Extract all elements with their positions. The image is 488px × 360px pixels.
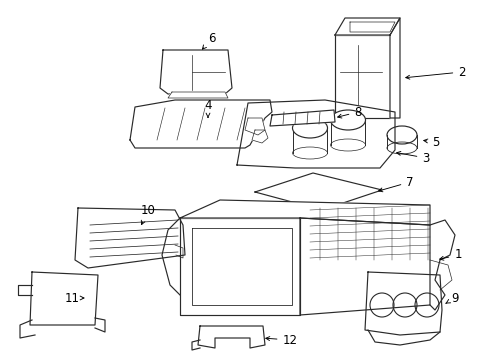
- Polygon shape: [334, 18, 399, 35]
- Text: 10: 10: [140, 203, 155, 225]
- Text: 7: 7: [378, 176, 413, 192]
- Text: 5: 5: [423, 135, 439, 149]
- Text: 6: 6: [202, 32, 215, 49]
- Text: 11: 11: [64, 292, 84, 305]
- Polygon shape: [254, 173, 381, 210]
- Text: 12: 12: [265, 333, 297, 346]
- Polygon shape: [349, 22, 394, 32]
- Text: 3: 3: [396, 152, 429, 165]
- Polygon shape: [168, 92, 227, 98]
- Text: 9: 9: [445, 292, 458, 305]
- Polygon shape: [30, 272, 98, 325]
- Ellipse shape: [292, 118, 327, 138]
- Polygon shape: [244, 118, 264, 135]
- Polygon shape: [75, 208, 184, 268]
- Polygon shape: [251, 130, 267, 143]
- Text: 4: 4: [204, 99, 211, 117]
- Polygon shape: [160, 50, 231, 94]
- Polygon shape: [198, 326, 264, 348]
- Text: 8: 8: [337, 105, 361, 118]
- Polygon shape: [180, 218, 299, 315]
- Polygon shape: [192, 228, 291, 305]
- Polygon shape: [334, 35, 389, 118]
- Polygon shape: [299, 218, 429, 315]
- Polygon shape: [269, 110, 334, 126]
- Text: 2: 2: [405, 66, 465, 79]
- Ellipse shape: [330, 110, 365, 130]
- Text: 1: 1: [439, 248, 461, 261]
- Polygon shape: [237, 100, 394, 168]
- Polygon shape: [389, 18, 399, 118]
- Polygon shape: [180, 200, 429, 225]
- Polygon shape: [130, 100, 271, 148]
- Polygon shape: [364, 272, 441, 335]
